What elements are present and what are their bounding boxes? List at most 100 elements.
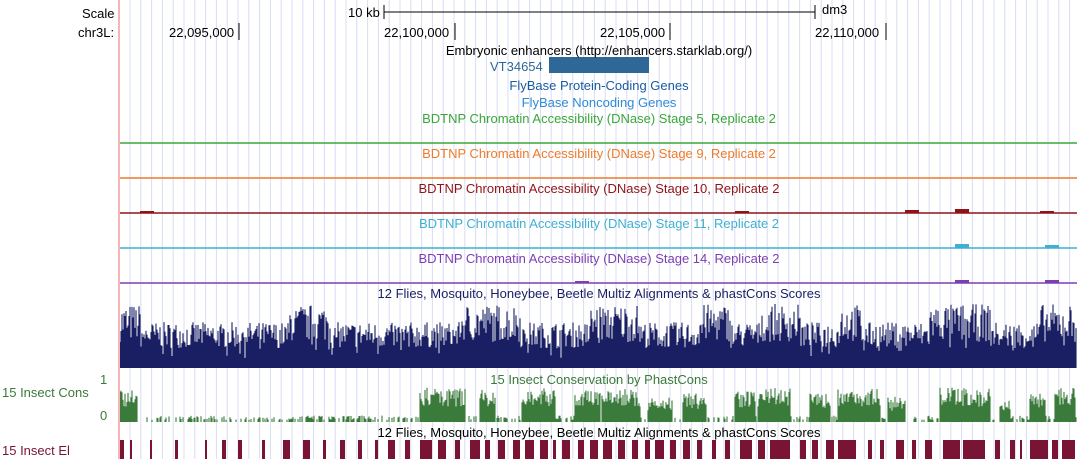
phastcons-track-title[interactable]: 15 Insect Conservation by PhastCons (490, 372, 708, 387)
conserved-element (826, 440, 834, 459)
conserved-element (725, 440, 730, 459)
conserved-element (238, 440, 242, 459)
multiz-track-title[interactable]: 12 Flies, Mosquito, Honeybee, Beetle Mul… (377, 286, 821, 301)
conserved-element (205, 440, 207, 459)
dnase-peak (955, 244, 969, 248)
dnase-stage9-track-title[interactable]: BDTNP Chromatin Accessibility (DNase) St… (422, 146, 776, 161)
conserved-element (120, 440, 124, 459)
conserved-element (618, 440, 625, 459)
dnase-peak (955, 209, 969, 213)
conserved-element (683, 440, 690, 459)
conserved-element (925, 440, 932, 459)
dnase-stage14-track-title[interactable]: BDTNP Chromatin Accessibility (DNase) St… (418, 251, 780, 266)
track-signals (112, 57, 1077, 459)
dnase-signal-2 (120, 209, 1077, 214)
conserved-element (540, 440, 548, 459)
conserved-element (525, 440, 534, 459)
phastcons-wiggle (112, 385, 1077, 422)
dnase-peak (905, 210, 919, 213)
dnase-peak (735, 211, 749, 213)
ruler-position-3: 22,105,000 (600, 25, 666, 40)
conserved-element (340, 440, 345, 459)
conserved-element (303, 440, 310, 459)
elements-blocks (120, 440, 1075, 459)
phastcons-axis-min: 0 (100, 408, 108, 423)
elements-track-title[interactable]: 12 Flies, Mosquito, Honeybee, Beetle Mul… (377, 425, 821, 440)
conserved-element (375, 440, 378, 459)
conserved-element (438, 440, 446, 459)
conserved-element (485, 440, 490, 459)
conserved-element (655, 440, 664, 459)
conserved-element (645, 440, 650, 459)
conserved-element (553, 440, 556, 459)
phastcons-side-label[interactable]: 15 Insect Cons (2, 385, 89, 400)
conserved-element (1062, 440, 1075, 459)
conserved-element (262, 440, 265, 459)
conserved-element (1010, 440, 1015, 459)
dnase-peak (1045, 245, 1059, 248)
conserved-element (323, 440, 326, 459)
conserved-element (562, 440, 570, 459)
conserved-element (175, 440, 178, 459)
flybase-coding-track-title[interactable]: FlyBase Protein-Coding Genes (509, 78, 689, 93)
enhancer-item-label[interactable]: VT34654 (490, 59, 543, 74)
scale-label: Scale (82, 6, 115, 21)
conserved-element (1020, 440, 1022, 459)
dnase-stage5-track-title[interactable]: BDTNP Chromatin Accessibility (DNase) St… (422, 111, 776, 126)
phastcons-bars (119, 387, 1077, 422)
conserved-element (603, 440, 612, 459)
multiz-bars (119, 304, 1077, 368)
conserved-element (632, 440, 638, 459)
vertical-grid-lines (129, 0, 1071, 459)
left-label-column (0, 0, 118, 459)
dnase-peak (140, 211, 154, 213)
conserved-element (283, 440, 290, 459)
flybase-noncoding-track-title[interactable]: FlyBase Noncoding Genes (521, 95, 677, 110)
elements-side-label[interactable]: 15 Insect El (2, 443, 70, 458)
conserved-element (812, 440, 818, 459)
conserved-element (896, 440, 904, 459)
dnase-stage10-track-title[interactable]: BDTNP Chromatin Accessibility (DNase) St… (418, 181, 780, 196)
assembly-label: dm3 (822, 2, 848, 17)
conserved-element (405, 440, 410, 459)
conserved-element (455, 440, 460, 459)
conserved-element (498, 440, 505, 459)
conserved-element (880, 440, 884, 459)
dnase-peak (955, 280, 969, 283)
conserved-element (943, 440, 960, 459)
conserved-element (697, 440, 702, 459)
conserved-element (963, 440, 985, 459)
dnase-peak (1045, 280, 1059, 283)
dnase-signal-3 (120, 244, 1077, 249)
conserved-element (800, 440, 806, 459)
scale-bar-label: 10 kb (348, 5, 380, 20)
ruler-position-1: 22,095,000 (169, 25, 235, 40)
label-separator (118, 0, 120, 459)
conserved-element (1030, 440, 1048, 459)
conserved-element (150, 440, 152, 459)
conserved-element (912, 440, 916, 459)
dnase-stage11-track-title[interactable]: BDTNP Chromatin Accessibility (DNase) St… (418, 216, 780, 231)
ruler-position-4: 22,110,000 (815, 25, 880, 40)
conserved-element (1052, 440, 1058, 459)
dnase-peak (575, 281, 589, 283)
conserved-element (222, 440, 226, 459)
chrom-label: chr3L: (78, 25, 115, 40)
multiz-wiggle (119, 304, 1077, 368)
conserved-element (712, 440, 716, 459)
conserved-element (590, 440, 598, 459)
conserved-element (513, 440, 520, 459)
conserved-element (470, 440, 480, 459)
conserved-element (740, 440, 752, 459)
dnase-peak (1040, 211, 1054, 213)
base-position-ruler (238, 5, 887, 40)
conserved-element (578, 440, 584, 459)
conserved-element (420, 440, 432, 459)
phastcons-axis-max: 1 (100, 372, 108, 387)
enhancers-track-title[interactable]: Embryonic enhancers (http://enhancers.st… (445, 43, 753, 58)
conserved-element (838, 440, 856, 459)
conserved-element (868, 440, 872, 459)
ruler-position-2: 22,100,000 (384, 25, 450, 40)
